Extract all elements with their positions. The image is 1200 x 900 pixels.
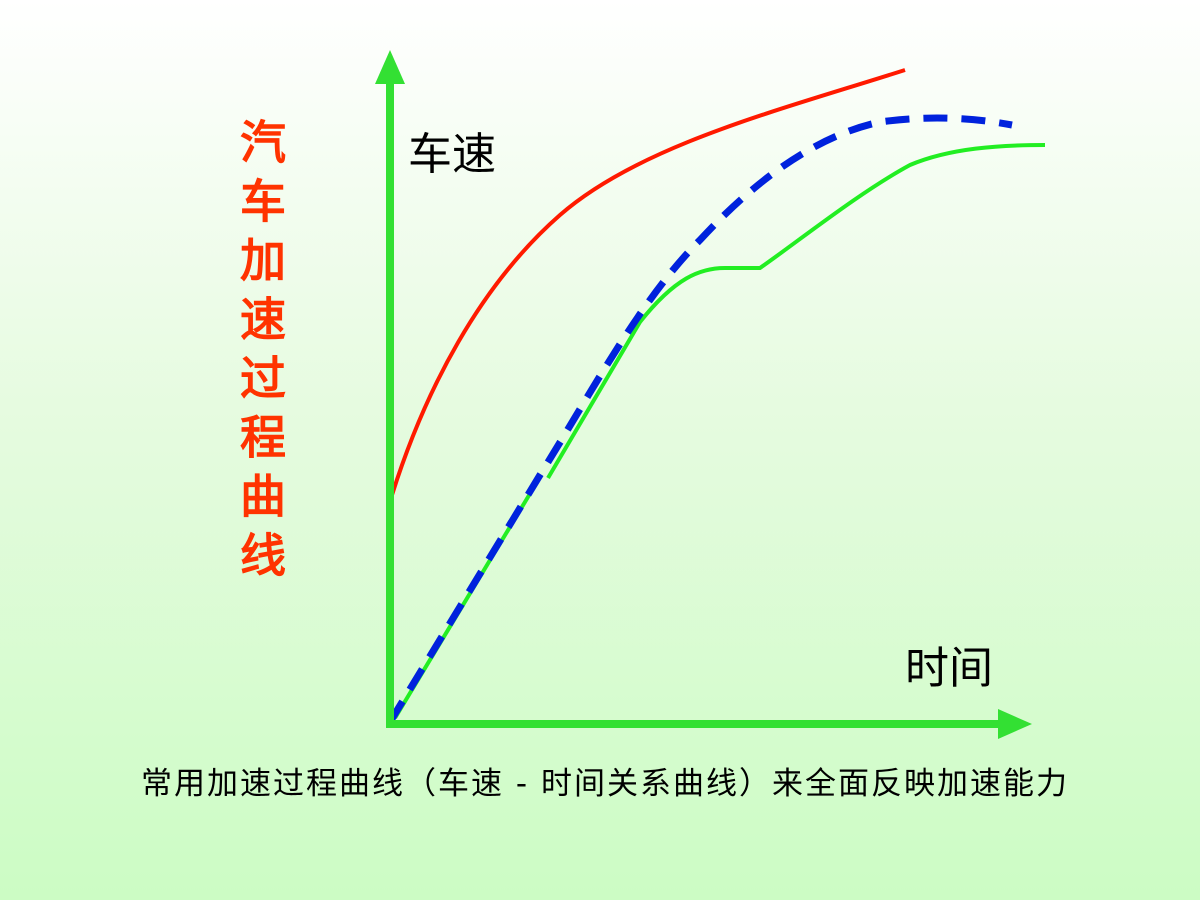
caption: 常用加速过程曲线（车速 - 时间关系曲线）来全面反映加速能力 bbox=[141, 766, 1069, 802]
x-axis-arrow bbox=[998, 709, 1032, 739]
blue-dashed-curve bbox=[387, 114, 1013, 724]
y-axis-arrow bbox=[375, 50, 405, 84]
y-axis-label: 车速 bbox=[408, 129, 496, 180]
x-axis-label: 时间 bbox=[905, 643, 993, 694]
green-curve bbox=[546, 143, 1046, 480]
red-curve bbox=[390, 68, 906, 496]
vertical-title: 汽车加速过程曲线 bbox=[233, 118, 287, 590]
